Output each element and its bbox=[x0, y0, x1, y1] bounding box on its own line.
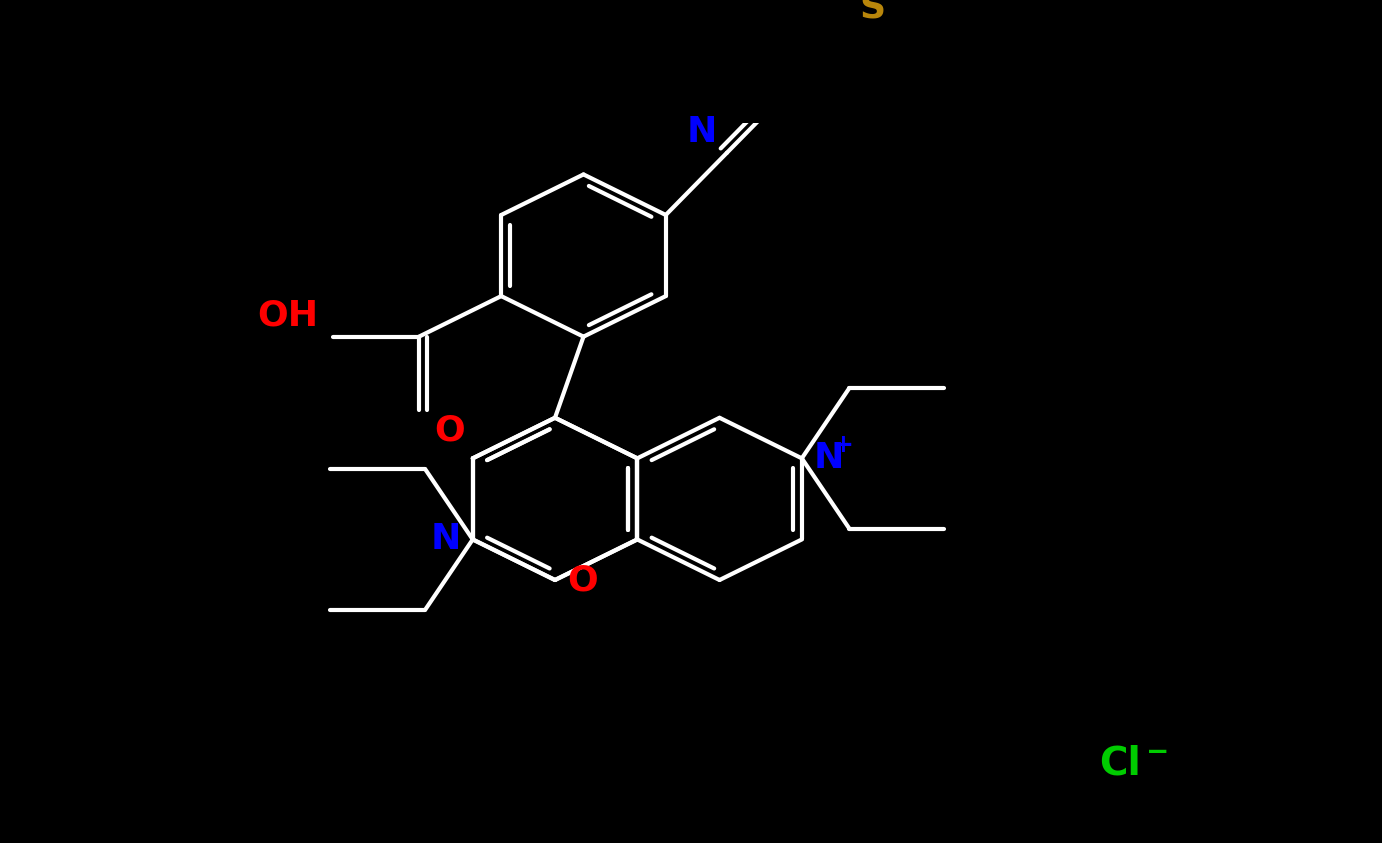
Text: O: O bbox=[567, 563, 598, 597]
Text: S: S bbox=[860, 0, 884, 24]
Text: N: N bbox=[430, 523, 460, 556]
Text: O: O bbox=[434, 414, 464, 448]
Text: OH: OH bbox=[257, 298, 318, 332]
Text: N: N bbox=[687, 115, 717, 148]
Text: Cl: Cl bbox=[1099, 744, 1142, 782]
Text: −: − bbox=[1147, 738, 1169, 765]
Text: +: + bbox=[832, 433, 853, 457]
Text: N: N bbox=[814, 442, 844, 475]
